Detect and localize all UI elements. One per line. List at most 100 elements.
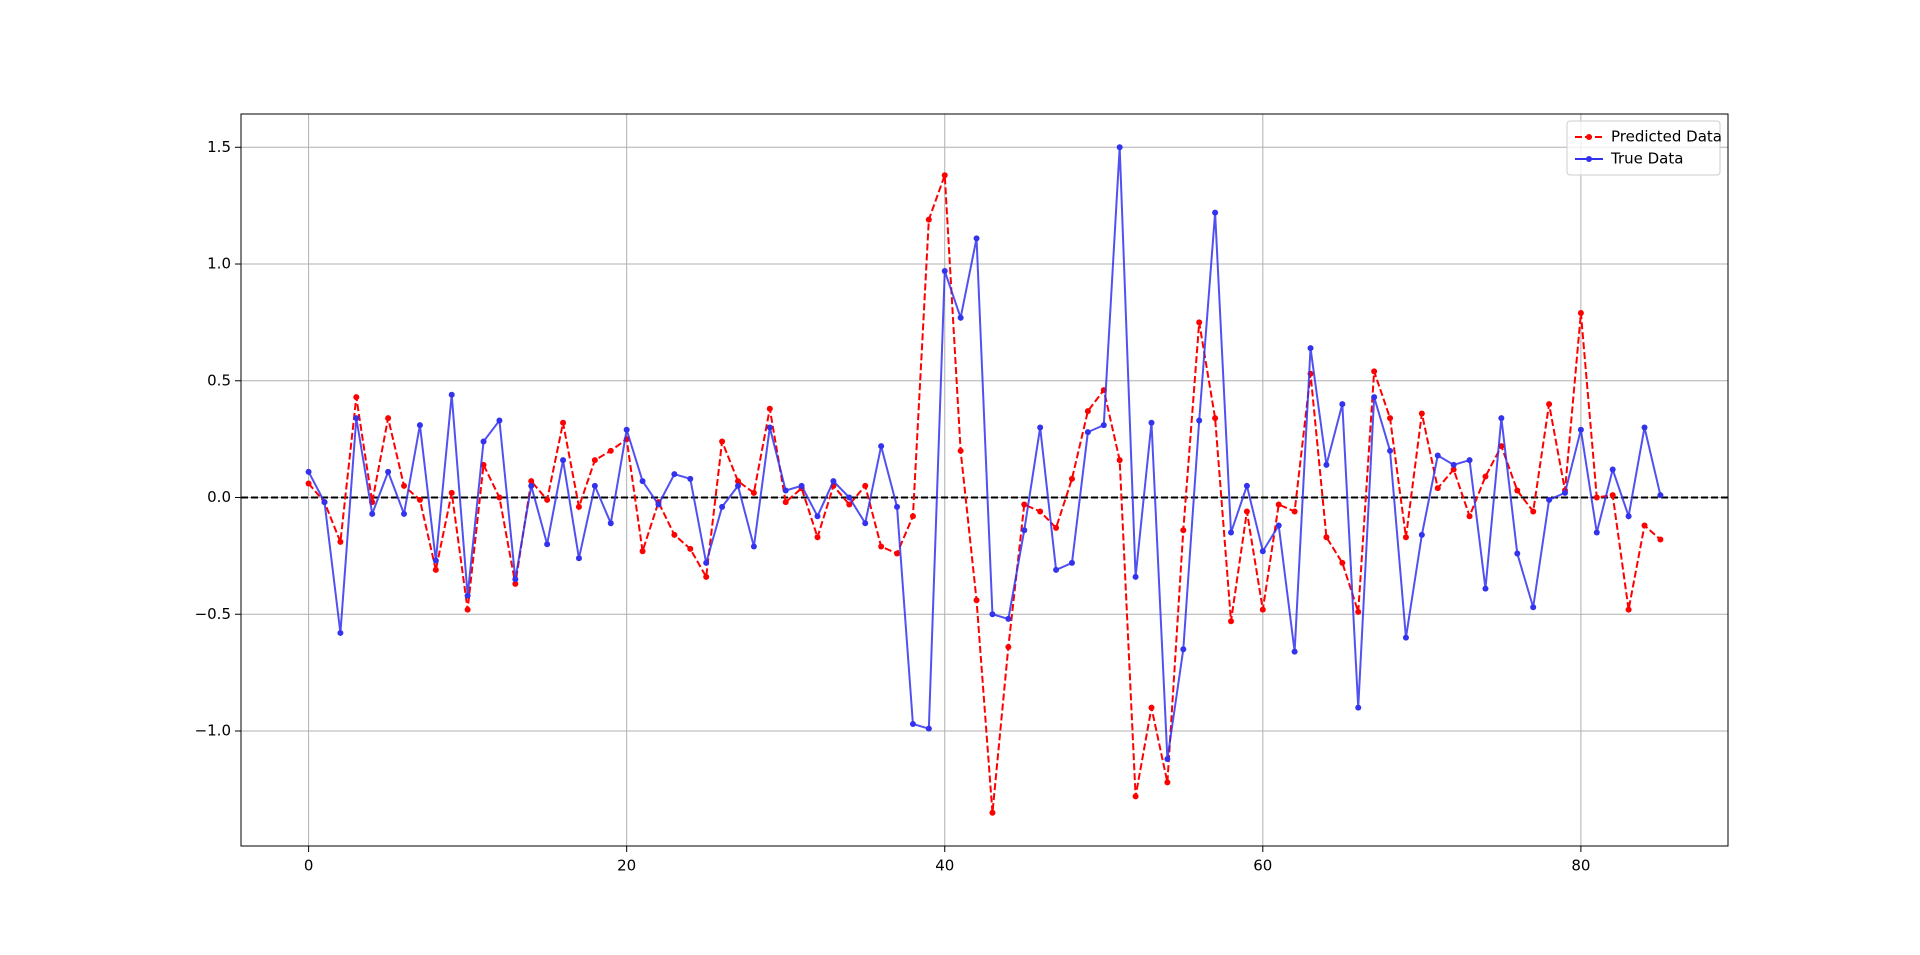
data-point — [1482, 473, 1489, 480]
data-point — [416, 422, 423, 429]
data-point — [401, 510, 408, 517]
data-point — [353, 394, 360, 401]
data-point — [1402, 634, 1409, 641]
data-point — [1625, 606, 1632, 613]
data-point — [1005, 615, 1012, 622]
data-point — [1498, 415, 1505, 422]
data-point — [1053, 524, 1060, 531]
data-point — [734, 478, 741, 485]
data-point — [1084, 429, 1091, 436]
data-point — [766, 424, 773, 431]
data-point — [750, 489, 757, 496]
data-point — [1021, 501, 1028, 508]
data-point — [878, 443, 885, 450]
data-point — [401, 482, 408, 489]
data-point — [687, 545, 694, 552]
data-point — [862, 520, 869, 527]
data-point — [1402, 534, 1409, 541]
data-point — [703, 573, 710, 580]
legend-marker — [1586, 156, 1592, 162]
y-tick-label: −1.0 — [195, 722, 231, 740]
data-point — [1005, 643, 1012, 650]
data-point — [1132, 793, 1139, 800]
data-point — [814, 513, 821, 520]
data-point — [416, 496, 423, 503]
data-point — [1641, 424, 1648, 431]
data-point — [1228, 618, 1235, 625]
data-point — [1593, 529, 1600, 536]
data-point — [591, 457, 598, 464]
data-point — [512, 576, 519, 583]
data-point — [719, 438, 726, 445]
data-point — [528, 482, 535, 489]
data-point — [925, 216, 932, 223]
data-point — [1355, 704, 1362, 711]
data-point — [432, 557, 439, 564]
data-point — [385, 415, 392, 422]
data-point — [1307, 345, 1314, 352]
data-point — [750, 543, 757, 550]
data-line — [307, 147, 1662, 760]
data-point — [1323, 461, 1330, 468]
data-point — [1577, 310, 1584, 317]
data-point — [1100, 422, 1107, 429]
data-point — [1339, 559, 1346, 566]
data-point — [607, 447, 614, 454]
data-point — [1466, 513, 1473, 520]
y-tick-label: 0.5 — [207, 371, 231, 389]
x-tick-label: 60 — [1253, 857, 1272, 875]
data-point — [1593, 494, 1600, 501]
data-point — [639, 548, 646, 555]
data-point — [957, 447, 964, 454]
data-point — [782, 499, 789, 506]
data-point — [1212, 415, 1219, 422]
data-point — [480, 438, 487, 445]
data-point — [1530, 508, 1537, 515]
data-point — [1371, 394, 1378, 401]
data-point — [1243, 482, 1250, 489]
data-point — [941, 172, 948, 179]
data-point — [894, 503, 901, 510]
data-line — [307, 174, 1662, 813]
data-point — [337, 538, 344, 545]
data-point — [432, 566, 439, 573]
data-point — [1068, 475, 1075, 482]
data-point — [1291, 508, 1298, 515]
x-tick-label: 0 — [304, 857, 314, 875]
data-point — [1371, 368, 1378, 375]
data-point — [1180, 646, 1187, 653]
data-point — [1037, 424, 1044, 431]
data-point — [575, 503, 582, 510]
data-point — [1275, 522, 1282, 529]
data-point — [321, 499, 328, 506]
data-point — [560, 457, 567, 464]
data-point — [1132, 573, 1139, 580]
data-point — [1418, 531, 1425, 538]
data-point — [544, 496, 551, 503]
data-point — [544, 541, 551, 548]
data-point — [639, 478, 646, 485]
data-point — [1657, 536, 1664, 543]
data-point — [385, 468, 392, 475]
data-point — [973, 597, 980, 604]
legend: Predicted Data True Data — [1566, 120, 1722, 176]
data-point — [512, 580, 519, 587]
data-point — [337, 629, 344, 636]
data-point — [305, 480, 312, 487]
data-point — [1355, 608, 1362, 615]
data-point — [703, 559, 710, 566]
data-point — [1387, 447, 1394, 454]
data-point — [1387, 415, 1394, 422]
data-point — [1259, 606, 1266, 613]
data-point — [941, 268, 948, 275]
data-point — [687, 475, 694, 482]
series — [305, 144, 1664, 763]
data-point — [862, 482, 869, 489]
data-point — [909, 721, 916, 727]
data-point — [1068, 559, 1075, 566]
data-point — [591, 482, 598, 489]
x-tick-label: 20 — [617, 857, 636, 875]
data-point — [1434, 452, 1441, 459]
data-point — [655, 501, 662, 508]
data-point — [1323, 534, 1330, 541]
